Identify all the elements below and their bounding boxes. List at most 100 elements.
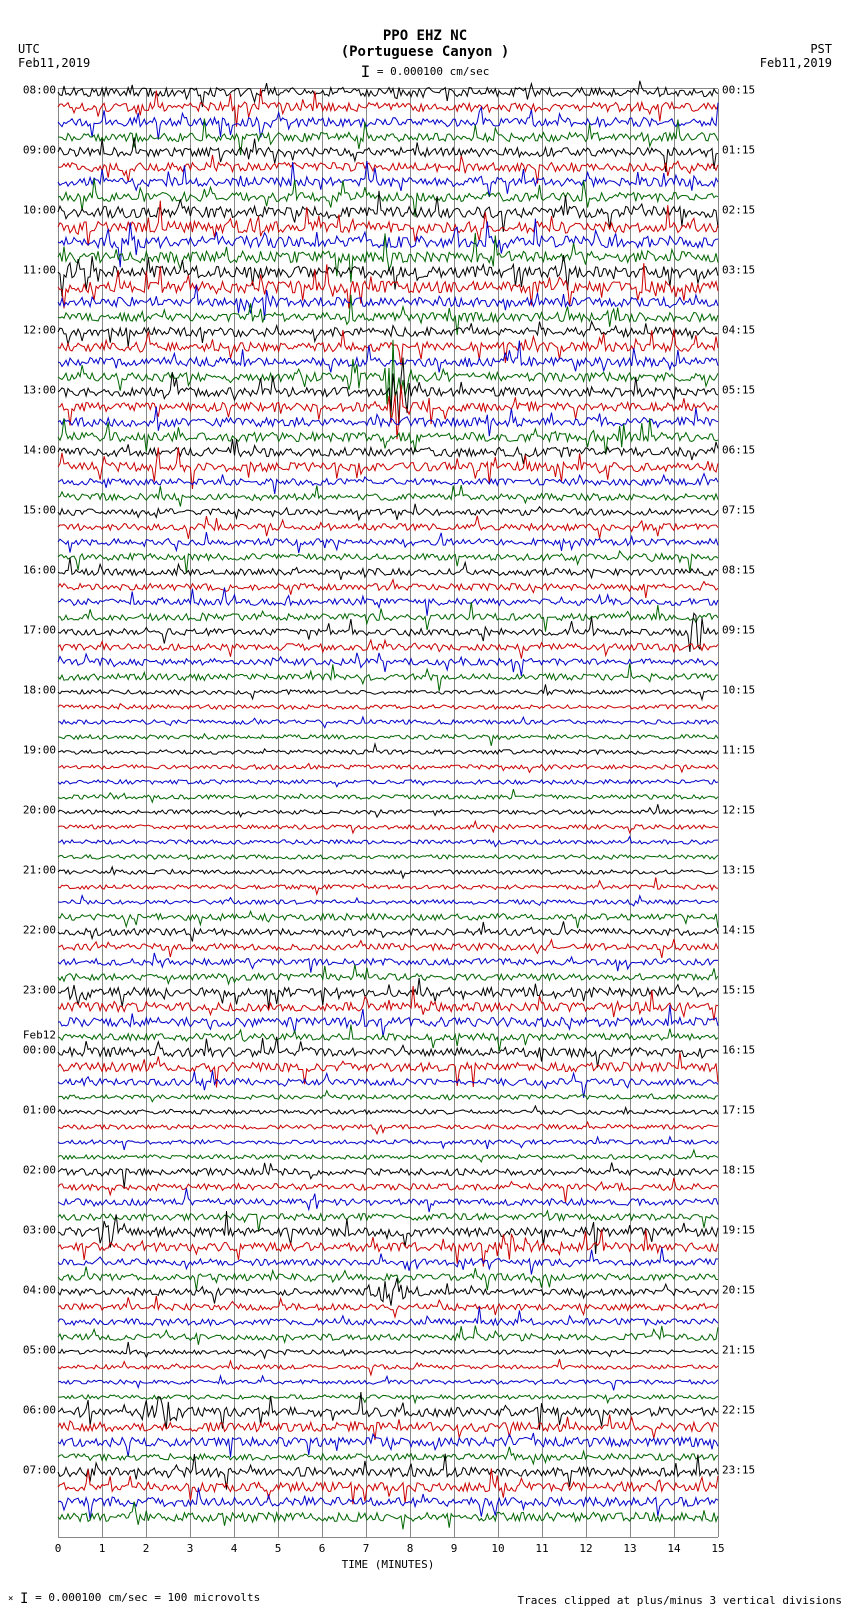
seismic-trace (58, 1501, 718, 1516)
x-tick-label: 6 (319, 1542, 326, 1555)
x-tick-label: 11 (535, 1542, 548, 1555)
seismic-trace (58, 1096, 718, 1111)
x-tick-label: 1 (99, 1542, 106, 1555)
date-left: Feb11,2019 (18, 56, 90, 70)
seismic-trace (58, 1006, 718, 1021)
seismic-trace (58, 346, 718, 361)
pst-time-label: 11:15 (722, 744, 755, 757)
pst-time-label: 09:15 (722, 624, 755, 637)
pst-time-label: 03:15 (722, 264, 755, 277)
seismic-trace (58, 466, 718, 481)
x-tick-label: 7 (363, 1542, 370, 1555)
seismic-trace (58, 1201, 718, 1216)
pst-time-label: 17:15 (722, 1104, 755, 1117)
seismic-trace (58, 796, 718, 811)
seismic-trace (58, 1186, 718, 1201)
seismic-trace (58, 1051, 718, 1066)
seismic-trace (58, 241, 718, 256)
utc-time-label: 14:00 (23, 444, 56, 457)
pst-time-label: 06:15 (722, 444, 755, 457)
utc-time-label: 17:00 (23, 624, 56, 637)
seismic-trace (58, 1066, 718, 1081)
pst-time-label: 05:15 (722, 384, 755, 397)
seismic-trace (58, 1336, 718, 1351)
pst-time-label: 19:15 (722, 1224, 755, 1237)
seismic-trace (58, 316, 718, 331)
utc-time-label: 03:00 (23, 1224, 56, 1237)
seismic-trace (58, 226, 718, 241)
x-tick-label: 4 (231, 1542, 238, 1555)
seismic-trace (58, 766, 718, 781)
x-tick-label: 15 (711, 1542, 724, 1555)
utc-day-label: Feb12 (23, 1029, 56, 1042)
seismic-trace (58, 736, 718, 751)
pst-time-label: 22:15 (722, 1404, 755, 1417)
pst-time-label: 23:15 (722, 1464, 755, 1477)
utc-time-label: 19:00 (23, 744, 56, 757)
pst-time-label: 10:15 (722, 684, 755, 697)
seismic-trace (58, 1381, 718, 1396)
seismic-trace (58, 841, 718, 856)
seismic-trace (58, 271, 718, 286)
seismic-trace (58, 1111, 718, 1126)
x-tick-label: 12 (579, 1542, 592, 1555)
seismic-trace (58, 781, 718, 796)
utc-time-label: 09:00 (23, 144, 56, 157)
seismic-trace (58, 1231, 718, 1246)
x-tick-label: 10 (491, 1542, 504, 1555)
pst-time-label: 07:15 (722, 504, 755, 517)
seismic-trace (58, 931, 718, 946)
seismic-trace (58, 1276, 718, 1291)
utc-time-label: 05:00 (23, 1344, 56, 1357)
seismic-trace (58, 1486, 718, 1501)
seismic-trace (58, 811, 718, 826)
utc-time-label: 13:00 (23, 384, 56, 397)
seismic-trace (58, 1426, 718, 1441)
seismic-trace (58, 826, 718, 841)
seismic-trace (58, 1441, 718, 1456)
utc-time-label: 11:00 (23, 264, 56, 277)
seismic-trace (58, 571, 718, 586)
seismic-trace (58, 586, 718, 601)
seismic-trace (58, 721, 718, 736)
pst-time-label: 00:15 (722, 84, 755, 97)
seismic-trace (58, 1141, 718, 1156)
seismic-trace (58, 1456, 718, 1471)
pst-time-label: 13:15 (722, 864, 755, 877)
seismic-trace (58, 151, 718, 166)
seismic-trace (58, 1471, 718, 1486)
seismic-trace (58, 751, 718, 766)
seismic-trace (58, 1156, 718, 1171)
pst-time-label: 20:15 (722, 1284, 755, 1297)
date-right: Feb11,2019 (760, 56, 832, 70)
seismic-trace (58, 961, 718, 976)
utc-time-label: 06:00 (23, 1404, 56, 1417)
timezone-right: PST (810, 42, 832, 56)
utc-time-label: 01:00 (23, 1104, 56, 1117)
timezone-left: UTC (18, 42, 40, 56)
x-axis-title: TIME (MINUTES) (58, 1558, 718, 1571)
pst-time-label: 04:15 (722, 324, 755, 337)
seismic-trace (58, 196, 718, 211)
seismic-trace (58, 556, 718, 571)
utc-time-label: 20:00 (23, 804, 56, 817)
footer-scale: × I = 0.000100 cm/sec = 100 microvolts (8, 1591, 260, 1607)
utc-time-label: 23:00 (23, 984, 56, 997)
seismic-trace (58, 676, 718, 691)
seismic-trace (58, 256, 718, 271)
gridline-vertical (718, 89, 719, 1537)
seismic-trace (58, 1321, 718, 1336)
seismic-trace (58, 106, 718, 121)
pst-time-label: 16:15 (722, 1044, 755, 1057)
seismic-trace (58, 1081, 718, 1096)
seismic-trace (58, 481, 718, 496)
pst-time-label: 18:15 (722, 1164, 755, 1177)
seismic-trace (58, 661, 718, 676)
utc-time-label: 08:00 (23, 84, 56, 97)
utc-time-label: 04:00 (23, 1284, 56, 1297)
station-location: (Portuguese Canyon ) (0, 44, 850, 60)
x-tick-label: 3 (187, 1542, 194, 1555)
pst-time-label: 08:15 (722, 564, 755, 577)
utc-time-label: 22:00 (23, 924, 56, 937)
pst-time-label: 21:15 (722, 1344, 755, 1357)
